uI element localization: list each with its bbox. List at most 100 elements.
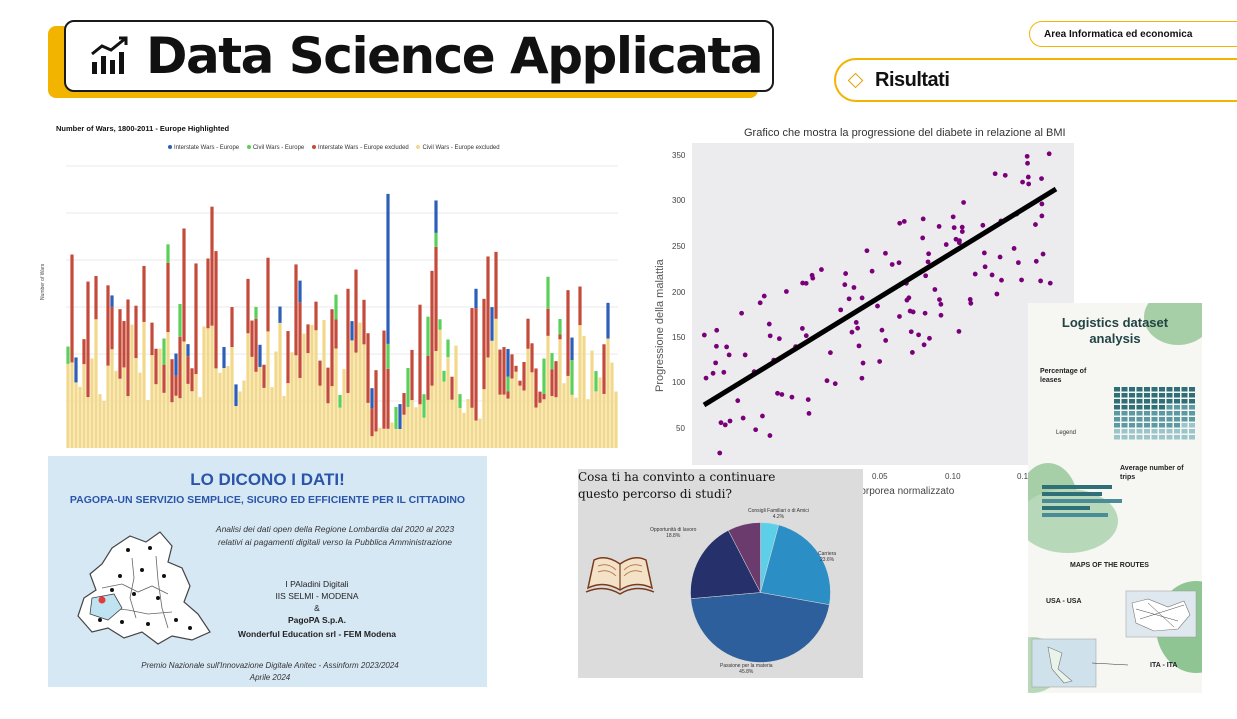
pagopa-credits: I PAladini Digitali IIS SELMI - MODENA &… [212,578,422,640]
scatter-point [937,297,942,303]
prize-date: Aprile 2024 [249,673,291,682]
section-pill: Risultati [834,58,1237,102]
lombardia-map-icon [77,531,211,645]
scatter-point [766,321,772,327]
scatter-point [981,250,987,256]
scatter-point [767,433,773,438]
scatter-point [842,282,848,288]
scatter-point [982,264,988,270]
pie-label-passione: Passione per la materia 45.8% [720,663,773,675]
question-line: questo percorso di studi? [578,487,732,501]
scatter-point [959,229,965,235]
scatter-point [735,398,741,404]
logistics-trips-title: Average number of trips [1120,465,1184,481]
scatter-point [938,312,944,318]
scatter-point [994,291,1000,297]
scatter-point [724,344,730,350]
scatter-point [1040,251,1046,257]
scatter-point [921,342,927,348]
scatter-point [739,310,744,316]
chart-trend-icon [91,36,128,74]
scatter-point [926,251,932,257]
scatter-point [843,271,849,276]
credit-team: I PAladini Digitali [285,579,349,589]
pie-chart [690,522,831,663]
scatter-point [1002,172,1008,178]
scatter-point [799,326,805,331]
wars-bar-chart [66,165,618,448]
scatter-point [779,392,785,397]
scatter-point [757,300,763,306]
scatter-point [742,352,748,358]
y-tick-label: 150 [672,333,686,342]
logistics-leases-title: Percentage of leases [1040,368,1087,384]
scatter-point [938,301,944,307]
pie-slice [690,529,761,599]
scatter-point [853,320,859,325]
route-usa-label: USA - USA [1046,598,1082,605]
scatter-point [980,222,986,228]
route-ita-label: ITA - ITA [1150,662,1178,669]
scatter-point [1046,151,1052,157]
scatter-point [869,268,875,274]
scatter-point [809,272,815,278]
credit-ampersand: & [314,603,320,613]
scatter-point [879,327,885,333]
scatter-point [897,220,903,226]
logistics-decoration [1028,303,1202,693]
pie-question: Cosa ti ha convinto a continuare questo … [578,469,858,503]
scatter-point [856,343,862,349]
wars-chart-ylabel: Number of Wars [40,263,46,300]
scatter-point [920,235,926,241]
scatter-point [904,297,910,303]
pie-slice [727,522,761,593]
scatter-point [1024,153,1030,159]
wars-chart-title: Number of Wars, 1800-2011 - Europe Highl… [56,124,230,133]
scatter-chart-title: Grafico che mostra la progressione del d… [744,127,1066,139]
scatter-point [849,329,855,335]
scatter-ylabel: Progressione della malattia [654,259,666,392]
scatter-point [889,262,895,267]
scatter-point [1020,179,1025,185]
analysis-line: relativi ai pagamenti digitali verso la … [217,537,452,547]
scatter-point [740,415,746,421]
scatter-point [1019,277,1024,283]
logistics-legend-label: Legend [1056,430,1077,436]
scatter-point [775,390,780,396]
pie-slice [760,524,831,606]
scatter-plot-area [692,143,1074,465]
scatter-point [936,224,942,229]
credit-school: IIS SELMI - MODENA [275,591,359,601]
legend-item: Civil Wars - Europe [246,145,304,151]
y-tick-label: 350 [672,151,686,160]
open-book-icon [585,557,655,595]
scatter-point [910,309,916,315]
scatter-point [972,271,978,277]
legend-item: Civil Wars - Europe excluded [416,145,500,151]
scatter-point [859,375,865,381]
prize-line: Premio Nazionale sull'Innovazione Digita… [141,661,399,670]
scatter-point [927,335,932,341]
logistics-title: Logistics dataset analysis [1061,315,1169,346]
scatter-point [784,289,789,294]
pie-label-carriera: Carriera 23.6% [818,551,837,563]
scatter-point [846,296,852,302]
scatter-point [800,280,806,286]
scatter-point [1039,201,1045,207]
scatter-point [1033,258,1039,264]
scatter-point [896,260,902,266]
pagopa-subheading: PAGOPA-UN SERVIZIO SEMPLICE, SICURO ED E… [69,494,466,506]
y-tick-label: 50 [676,424,685,433]
scatter-point [1015,260,1021,266]
scatter-point [1033,222,1038,227]
scatter-point [805,397,811,402]
scatter-point [901,218,907,224]
scatter-point [1039,176,1044,182]
scatter-point [851,285,857,290]
page-title: Data Science Applicata [146,27,764,85]
pagopa-analysis: Analisi dei dati open della Regione Lomb… [190,523,480,549]
scatter-point [925,259,931,265]
scatter-point [803,333,809,339]
title-banner: Data Science Applicata [64,20,774,92]
scatter-point [997,254,1003,260]
